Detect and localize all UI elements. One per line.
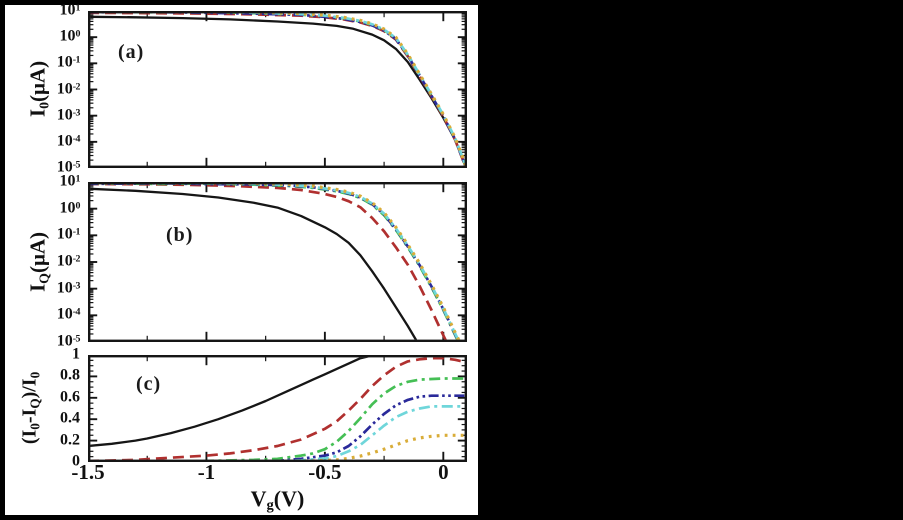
y-tick-label: 100	[59, 199, 81, 217]
plot-area-a: (a)	[88, 11, 467, 168]
y-tick-label: 10-3	[56, 106, 81, 124]
label-subscript: g	[266, 497, 274, 514]
x-tick-label: -1.5	[71, 460, 105, 484]
panel-letter-b: (b)	[166, 224, 194, 246]
exponent: -4	[72, 306, 81, 318]
series-red-dashed	[90, 184, 447, 340]
y-tick-label: 0.8	[60, 367, 80, 385]
exponent: -5	[72, 333, 81, 345]
exponent: -2	[72, 81, 81, 93]
x-tick-label: -0.5	[308, 460, 342, 484]
label-text: V	[250, 486, 267, 511]
chart-canvas-a	[88, 11, 467, 168]
y-tick-label: 101	[59, 1, 81, 19]
y-tick-label: 10-5	[56, 158, 81, 176]
x-tick-labels: -1.5 -1 -0.5 0	[5, 460, 478, 487]
chart-canvas-b	[88, 182, 467, 342]
series-black-solid	[90, 357, 370, 447]
exponent: -1	[72, 226, 81, 238]
panel-letter-c: (c)	[136, 373, 162, 395]
y-tick-label: 1	[72, 345, 80, 363]
exponent: -2	[72, 253, 81, 265]
y-tick-label: 10-3	[56, 279, 81, 297]
series-green-dash-dot	[117, 13, 465, 166]
x-axis-label: Vg(V)	[88, 486, 467, 515]
chart-canvas-c	[88, 355, 467, 462]
x-tick-label: 0	[438, 460, 449, 484]
y-tick-label: 0.6	[60, 388, 80, 406]
y-tick-label: 0.2	[60, 431, 80, 449]
series-red-dashed	[90, 13, 465, 166]
series-green-dash-dot	[201, 377, 465, 460]
exponent: 0	[75, 28, 81, 40]
series-gold-dotted	[295, 433, 465, 460]
series-black-solid	[90, 15, 465, 166]
y-tick-label: 10-1	[56, 54, 81, 72]
y-tick-label: 0	[72, 452, 80, 470]
series-red-dashed	[90, 357, 465, 460]
plot-area-b: (b)	[88, 182, 467, 342]
series-cyan-dash-dot	[230, 13, 465, 166]
y-tick-label: 0.4	[60, 409, 80, 427]
label-text: (V)	[273, 486, 305, 511]
exponent: 1	[75, 2, 81, 14]
exponent: -4	[72, 133, 81, 145]
y-tick-label: 10-2	[56, 80, 81, 98]
y-tick-label: 10-1	[56, 226, 81, 244]
series-gold-dotted	[206, 184, 461, 340]
panel-letter-a: (a)	[118, 41, 145, 63]
exponent: -5	[72, 159, 81, 171]
series-navy-dash-dot-dot	[273, 394, 465, 460]
y-tick-label: 101	[59, 172, 81, 190]
y-tick-labels-a: 101 100 10-1 10-2 10-3 10-4 10-5	[5, 2, 84, 175]
series-gold-dotted	[244, 13, 465, 166]
exponent: 1	[75, 173, 81, 185]
exponent: -3	[72, 280, 81, 292]
series-black-solid	[90, 187, 418, 340]
figure-area: I0(μA) IQ(μA) (I0-IQ)/I0 101 100 10-1 10-2 1…	[5, 2, 478, 515]
series-cyan-dash-dot	[277, 405, 465, 460]
y-tick-label: 10-5	[56, 332, 81, 350]
y-tick-label: 10-4	[56, 306, 81, 324]
y-tick-labels-b: 101 100 10-1 10-2 10-3 10-4 10-5	[5, 173, 84, 349]
exponent: -3	[72, 107, 81, 119]
y-tick-label: 10-4	[56, 132, 81, 150]
y-tick-label: 10-2	[56, 252, 81, 270]
series-navy-dash-dot-dot	[90, 13, 465, 166]
x-tick-label: -1	[197, 460, 216, 484]
exponent: -1	[72, 54, 81, 66]
y-tick-labels-c: 1 0.8 0.6 0.4 0.2 0	[5, 346, 84, 469]
y-tick-label: 100	[59, 27, 81, 45]
plot-area-c: (c)	[88, 355, 467, 462]
exponent: 0	[75, 200, 81, 212]
